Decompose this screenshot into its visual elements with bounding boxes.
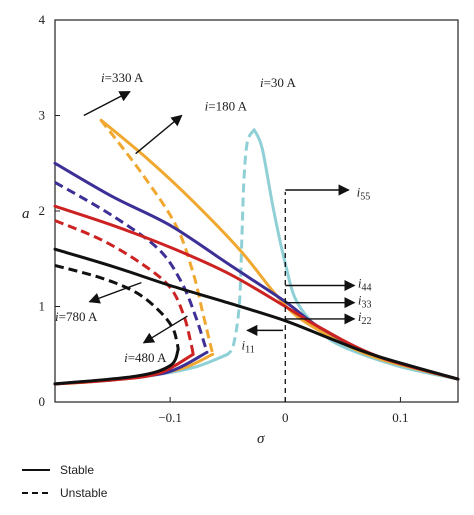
legend-label-unstable: Unstable — [60, 486, 108, 500]
series-stable-upper — [53, 247, 460, 381]
annotation-label: i=480 A — [124, 350, 167, 365]
y-tick-label: 0 — [39, 394, 46, 409]
series-unstable — [54, 181, 209, 353]
x-tick-label: 0.1 — [392, 410, 408, 425]
series-stable-lower — [53, 348, 180, 386]
x-tick-label: −0.1 — [158, 410, 182, 425]
annotation-label: i=780 A — [55, 309, 98, 324]
y-axis-label: a — [22, 206, 30, 222]
annotation-label: i=330 A — [101, 70, 144, 85]
annotation-label: i22 — [358, 309, 372, 327]
y-tick-label: 1 — [39, 299, 46, 314]
y-tick-label: 3 — [39, 108, 46, 123]
annotation-i330: i=330 A — [83, 70, 144, 117]
annotation-label: i=180 A — [205, 99, 248, 114]
y-tick-label: 2 — [39, 203, 46, 218]
series-1 — [53, 118, 460, 386]
annotation-i780: i=780 A — [55, 281, 142, 324]
annotation-i11: i11 — [242, 324, 283, 355]
annotation-i55: i55 — [285, 184, 371, 203]
annotation-arrow — [142, 315, 188, 344]
annotation-i33: i33 — [285, 293, 371, 311]
series-unstable — [99, 119, 215, 355]
ticks-layer: 0 1 2 3 4 −0.1 0 0.1 — [39, 12, 409, 425]
legend-label-stable: Stable — [60, 463, 94, 477]
series-unstable — [226, 128, 256, 356]
annotation-label: i=30 A — [260, 75, 296, 90]
annotation-label: i44 — [358, 275, 372, 293]
annotation-i480: i=480 A — [124, 315, 188, 365]
series-4 — [53, 247, 460, 386]
annotation-i44: i44 — [285, 275, 371, 293]
annotation-arrow — [88, 281, 142, 304]
series-stable-upper — [99, 118, 460, 381]
curves-layer — [53, 118, 460, 402]
annotation-i22: i22 — [285, 309, 371, 327]
legend: Stable Unstable — [22, 463, 108, 500]
annotation-arrow — [135, 114, 183, 155]
series-0 — [53, 128, 460, 386]
y-tick-label: 4 — [39, 12, 46, 27]
x-tick-label: 0 — [282, 410, 289, 425]
annotation-label: i55 — [357, 185, 371, 203]
series-2 — [53, 161, 460, 386]
annotation-label: i11 — [242, 337, 255, 355]
series-3 — [53, 204, 460, 386]
series-unstable — [54, 219, 195, 355]
series-unstable — [54, 263, 180, 350]
annotation-arrow — [83, 91, 131, 117]
annotation-layer: i=30 A i=180 A i=330 A i=780 A i=480 A i55 i44… — [55, 70, 371, 365]
annotation-i180: i=180 A — [135, 99, 248, 155]
annotation-i30: i=30 A — [260, 75, 296, 90]
annotation-label: i33 — [358, 293, 372, 311]
x-axis-label: σ — [257, 431, 265, 447]
